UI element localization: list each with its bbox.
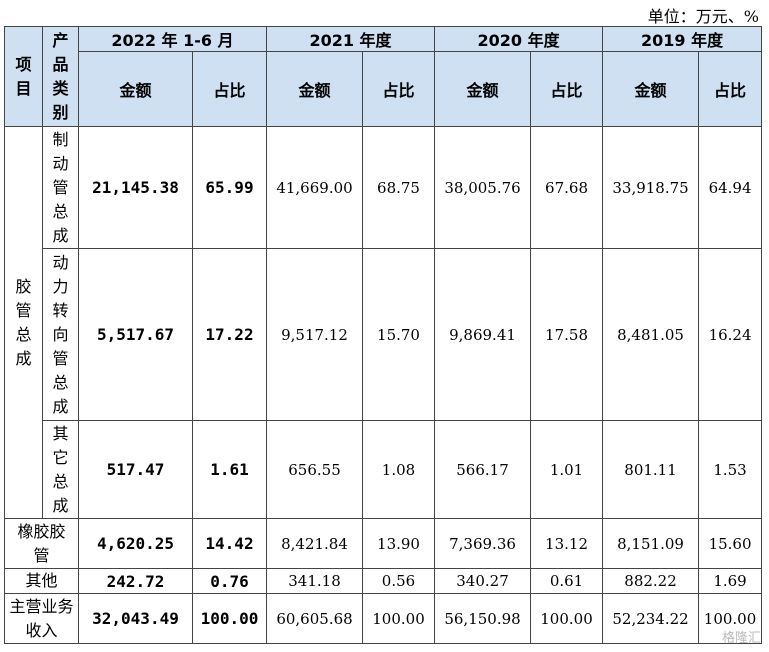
table-row: 动力转向管总成 5,517.67 17.22 9,517.12 15.70 9,… xyxy=(5,248,763,421)
cell-amount: 5,517.67 xyxy=(78,248,193,421)
header-ratio: 占比 xyxy=(192,51,267,127)
cell-amount: 882.22 xyxy=(602,568,700,594)
cell-ratio: 15.60 xyxy=(698,518,763,569)
cell-amount: 4,620.25 xyxy=(78,518,193,569)
table-row: 其他 242.72 0.76 341.18 0.56 340.27 0.61 8… xyxy=(4,568,763,594)
header-amount: 金额 xyxy=(602,51,700,127)
cell-amount: 8,421.84 xyxy=(266,518,363,569)
cell-ratio: 16.24 xyxy=(698,248,763,421)
header-amount: 金额 xyxy=(78,51,193,127)
cell-ratio: 100.00 xyxy=(192,593,267,644)
cell-ratio: 17.58 xyxy=(530,248,604,421)
cell-amount: 60,605.68 xyxy=(266,593,363,644)
cell-ratio: 13.90 xyxy=(361,518,436,569)
header-category: 产品类别 xyxy=(42,26,79,127)
cell-ratio: 13.12 xyxy=(530,518,604,569)
cell-ratio: 0.76 xyxy=(192,568,267,594)
cell-amount: 33,918.75 xyxy=(602,126,700,249)
cell-ratio: 0.61 xyxy=(530,568,604,594)
row-label: 其他 xyxy=(4,568,79,594)
row-label: 橡胶胶管 xyxy=(4,518,79,569)
cell-amount: 566.17 xyxy=(434,420,532,519)
header-period-2019: 2019 年度 xyxy=(602,26,763,52)
cell-ratio: 100.00 xyxy=(698,593,763,644)
header-ratio: 占比 xyxy=(361,51,436,127)
header-period-2020: 2020 年度 xyxy=(434,26,604,52)
row-label: 制动管总成 xyxy=(42,126,79,249)
cell-ratio: 68.75 xyxy=(361,126,436,249)
cell-ratio: 1.01 xyxy=(530,420,604,519)
cell-amount: 340.27 xyxy=(434,568,532,594)
cell-ratio: 1.08 xyxy=(361,420,436,519)
cell-amount: 242.72 xyxy=(78,568,193,594)
header-ratio: 占比 xyxy=(698,51,763,127)
cell-ratio: 64.94 xyxy=(698,126,763,249)
cell-amount: 8,481.05 xyxy=(602,248,700,421)
cell-amount: 801.11 xyxy=(602,420,700,519)
header-period-2021: 2021 年度 xyxy=(265,26,436,52)
cell-amount: 38,005.76 xyxy=(434,126,532,249)
cell-ratio: 15.70 xyxy=(361,248,436,421)
cell-amount: 9,517.12 xyxy=(266,248,363,421)
cell-amount: 341.18 xyxy=(266,568,363,594)
cell-ratio: 1.69 xyxy=(698,568,763,594)
row-label: 动力转向管总成 xyxy=(42,248,79,421)
cell-amount: 41,669.00 xyxy=(266,126,363,249)
header-amount: 金额 xyxy=(434,51,532,127)
cell-ratio: 0.56 xyxy=(361,568,436,594)
header-period-2022h1: 2022 年 1-6 月 xyxy=(78,26,267,52)
group-label-hose-assembly: 胶管总成 xyxy=(4,126,43,519)
table-row: 橡胶胶管 4,620.25 14.42 8,421.84 13.90 7,369… xyxy=(4,518,763,569)
cell-amount: 21,145.38 xyxy=(78,126,193,249)
cell-ratio: 100.00 xyxy=(530,593,604,644)
cell-amount: 52,234.22 xyxy=(602,593,700,644)
cell-amount: 7,369.36 xyxy=(434,518,532,569)
unit-label: 单位：万元、% xyxy=(647,7,759,26)
watermark-logo: 格隆汇 xyxy=(721,631,761,646)
cell-amount: 9,869.41 xyxy=(434,248,532,421)
cell-ratio: 67.68 xyxy=(530,126,604,249)
cell-ratio: 14.42 xyxy=(192,518,267,569)
table-row: 其它总成 517.47 1.61 656.55 1.08 566.17 1.01… xyxy=(5,420,763,519)
cell-amount: 8,151.09 xyxy=(602,518,700,569)
cell-amount: 56,150.98 xyxy=(434,593,532,644)
cell-ratio: 65.99 xyxy=(192,126,267,249)
header-amount: 金额 xyxy=(266,51,363,127)
table-row: 胶管总成 制动管总成 21,145.38 65.99 41,669.00 68.… xyxy=(4,126,763,519)
cell-ratio: 100.00 xyxy=(361,593,436,644)
revenue-table: 项目 产品类别 2022 年 1-6 月 2021 年度 2020 年度 201… xyxy=(4,26,763,644)
header-project: 项目 xyxy=(4,26,43,127)
table-row: 主营业务收入 32,043.49 100.00 60,605.68 100.00… xyxy=(4,593,763,644)
cell-amount: 517.47 xyxy=(78,420,193,519)
cell-amount: 32,043.49 xyxy=(78,593,193,644)
cell-amount: 656.55 xyxy=(266,420,363,519)
row-label: 主营业务收入 xyxy=(4,593,79,644)
row-label: 其它总成 xyxy=(42,420,79,519)
cell-ratio: 1.53 xyxy=(698,420,763,519)
cell-ratio: 17.22 xyxy=(192,248,267,421)
header-ratio: 占比 xyxy=(530,51,604,127)
cell-ratio: 1.61 xyxy=(192,420,267,519)
